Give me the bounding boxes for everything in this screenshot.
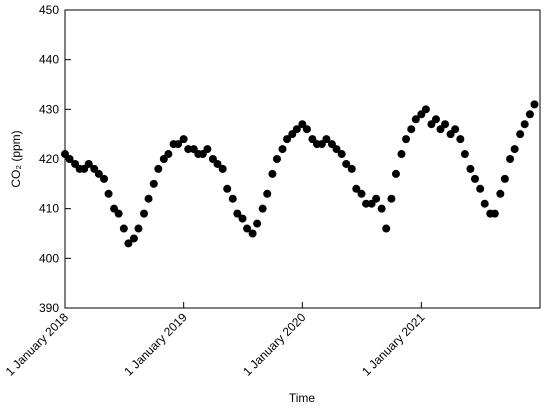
- point: [253, 219, 262, 228]
- point: [134, 224, 143, 233]
- point: [283, 135, 292, 144]
- point: [520, 120, 529, 129]
- point: [496, 189, 505, 198]
- point: [382, 224, 391, 233]
- y-tick-label: 440: [39, 53, 59, 67]
- point: [104, 189, 113, 198]
- x-tick-label: 1 January 2020: [240, 310, 309, 379]
- point: [278, 145, 287, 154]
- y-tick-label: 420: [39, 152, 59, 166]
- point: [94, 169, 103, 178]
- point: [500, 174, 509, 183]
- point: [476, 184, 485, 193]
- point: [213, 159, 222, 168]
- point: [510, 145, 519, 154]
- point: [174, 140, 183, 149]
- point: [530, 100, 539, 109]
- point: [322, 135, 331, 144]
- point: [332, 145, 341, 154]
- point: [470, 174, 479, 183]
- point: [292, 125, 301, 134]
- y-tick-label: 400: [39, 251, 59, 265]
- point: [387, 194, 396, 203]
- point: [268, 169, 277, 178]
- point: [347, 164, 356, 173]
- point: [84, 159, 93, 168]
- point: [124, 239, 133, 248]
- point: [441, 120, 450, 129]
- point: [248, 229, 257, 238]
- point: [129, 234, 138, 243]
- point: [218, 164, 227, 173]
- point: [100, 174, 109, 183]
- y-tick-label: 410: [39, 202, 59, 216]
- point: [516, 130, 525, 139]
- point: [372, 194, 381, 203]
- point: [144, 194, 153, 203]
- point: [258, 204, 267, 213]
- point: [431, 115, 440, 124]
- point: [238, 214, 247, 223]
- point: [357, 189, 366, 198]
- y-tick-label: 450: [39, 3, 59, 17]
- point: [119, 224, 128, 233]
- point: [342, 159, 351, 168]
- point: [263, 189, 272, 198]
- point: [140, 209, 149, 218]
- point: [407, 125, 416, 134]
- point: [203, 145, 212, 154]
- x-tick-label: 1 January 2021: [359, 310, 428, 379]
- point: [377, 204, 386, 213]
- point: [149, 179, 158, 188]
- x-tick-label: 1 January 2019: [121, 310, 190, 379]
- point: [490, 209, 499, 218]
- point: [337, 150, 346, 159]
- point: [302, 125, 311, 134]
- y-tick-label: 390: [39, 301, 59, 315]
- point: [352, 184, 361, 193]
- point: [233, 209, 242, 218]
- point: [154, 164, 163, 173]
- point: [65, 155, 74, 163]
- point: [460, 150, 469, 159]
- point: [164, 150, 173, 159]
- point: [525, 110, 534, 119]
- y-axis-label: CO₂ (ppm): [9, 130, 23, 187]
- point: [362, 199, 371, 208]
- point: [506, 155, 515, 163]
- point: [272, 155, 281, 163]
- point: [184, 145, 193, 154]
- x-axis-label: Time: [289, 391, 316, 405]
- plot-frame: [64, 9, 541, 309]
- point: [451, 125, 460, 134]
- point: [411, 115, 420, 124]
- point: [466, 164, 475, 173]
- point: [421, 105, 430, 114]
- point: [397, 150, 406, 159]
- point: [402, 135, 411, 144]
- point: [243, 224, 252, 233]
- point: [223, 184, 232, 193]
- point: [480, 199, 489, 208]
- point: [179, 135, 188, 144]
- point: [228, 194, 237, 203]
- point: [114, 209, 123, 218]
- point: [391, 169, 400, 178]
- y-tick-label: 430: [39, 102, 59, 116]
- point: [456, 135, 465, 144]
- x-tick-label: 1 January 2018: [3, 310, 72, 379]
